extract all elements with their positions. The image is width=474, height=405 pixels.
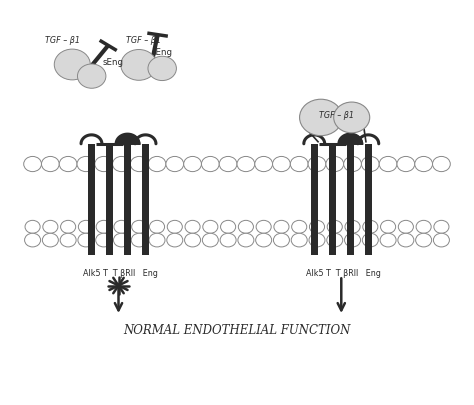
Circle shape xyxy=(237,156,255,172)
Bar xyxy=(106,144,113,255)
Circle shape xyxy=(167,220,182,233)
Bar xyxy=(347,144,354,255)
Circle shape xyxy=(273,233,290,247)
Circle shape xyxy=(96,233,112,247)
Circle shape xyxy=(310,220,325,233)
Circle shape xyxy=(25,233,41,247)
Circle shape xyxy=(238,220,254,233)
Circle shape xyxy=(362,233,378,247)
Circle shape xyxy=(238,233,254,247)
Circle shape xyxy=(114,220,129,233)
Circle shape xyxy=(184,233,201,247)
Circle shape xyxy=(415,156,432,172)
Circle shape xyxy=(184,156,201,172)
Circle shape xyxy=(416,220,431,233)
Circle shape xyxy=(274,220,289,233)
Circle shape xyxy=(345,233,361,247)
Bar xyxy=(124,144,131,255)
Text: Alk5 T  T βRII   Eng: Alk5 T T βRII Eng xyxy=(306,269,381,278)
Bar xyxy=(88,144,95,255)
Circle shape xyxy=(326,156,344,172)
Circle shape xyxy=(130,156,148,172)
Bar xyxy=(310,144,318,255)
Circle shape xyxy=(185,220,200,233)
Circle shape xyxy=(24,156,42,172)
Circle shape xyxy=(219,156,237,172)
Circle shape xyxy=(113,233,129,247)
Circle shape xyxy=(167,233,183,247)
Circle shape xyxy=(60,233,76,247)
Circle shape xyxy=(203,220,218,233)
Text: sEng: sEng xyxy=(102,58,123,67)
Circle shape xyxy=(201,156,219,172)
Circle shape xyxy=(363,220,378,233)
Circle shape xyxy=(416,233,432,247)
Circle shape xyxy=(42,156,59,172)
Circle shape xyxy=(300,99,342,136)
Circle shape xyxy=(95,156,113,172)
Circle shape xyxy=(432,156,450,172)
Text: TGF – β1: TGF – β1 xyxy=(126,36,161,45)
Circle shape xyxy=(220,220,236,233)
Circle shape xyxy=(434,220,449,233)
Circle shape xyxy=(25,220,40,233)
Circle shape xyxy=(292,220,307,233)
Text: sEng: sEng xyxy=(152,48,173,57)
Circle shape xyxy=(398,220,413,233)
Text: TGF – β1: TGF – β1 xyxy=(319,111,354,120)
Circle shape xyxy=(59,156,77,172)
Circle shape xyxy=(309,233,325,247)
Circle shape xyxy=(149,220,164,233)
Bar xyxy=(142,144,149,255)
Circle shape xyxy=(345,220,360,233)
Circle shape xyxy=(273,156,290,172)
Circle shape xyxy=(290,156,308,172)
Circle shape xyxy=(61,220,76,233)
Circle shape xyxy=(327,233,343,247)
Text: TGF – β1: TGF – β1 xyxy=(46,36,80,45)
Circle shape xyxy=(398,233,414,247)
Circle shape xyxy=(334,102,370,133)
Circle shape xyxy=(77,156,95,172)
Circle shape xyxy=(255,156,273,172)
Circle shape xyxy=(148,56,176,81)
Circle shape xyxy=(397,156,415,172)
Circle shape xyxy=(54,49,90,80)
Text: Alk5 T  T βRII   Eng: Alk5 T T βRII Eng xyxy=(83,269,158,278)
Circle shape xyxy=(77,64,106,88)
Text: NORMAL ENDOTHELIAL FUNCTION: NORMAL ENDOTHELIAL FUNCTION xyxy=(123,324,351,337)
Circle shape xyxy=(112,156,130,172)
Circle shape xyxy=(78,220,93,233)
Circle shape xyxy=(308,156,326,172)
Circle shape xyxy=(166,156,184,172)
Circle shape xyxy=(78,233,94,247)
Circle shape xyxy=(149,233,165,247)
Circle shape xyxy=(256,220,271,233)
Circle shape xyxy=(255,233,272,247)
Circle shape xyxy=(42,233,58,247)
Circle shape xyxy=(148,156,166,172)
Circle shape xyxy=(380,233,396,247)
Circle shape xyxy=(96,220,111,233)
Bar xyxy=(329,144,336,255)
Circle shape xyxy=(291,233,307,247)
Circle shape xyxy=(131,233,147,247)
Circle shape xyxy=(433,233,449,247)
Circle shape xyxy=(132,220,147,233)
Circle shape xyxy=(220,233,236,247)
Circle shape xyxy=(381,220,396,233)
Circle shape xyxy=(361,156,379,172)
Circle shape xyxy=(379,156,397,172)
Circle shape xyxy=(327,220,342,233)
Circle shape xyxy=(202,233,219,247)
Bar xyxy=(365,144,372,255)
Circle shape xyxy=(121,49,157,80)
Circle shape xyxy=(344,156,361,172)
Circle shape xyxy=(43,220,58,233)
